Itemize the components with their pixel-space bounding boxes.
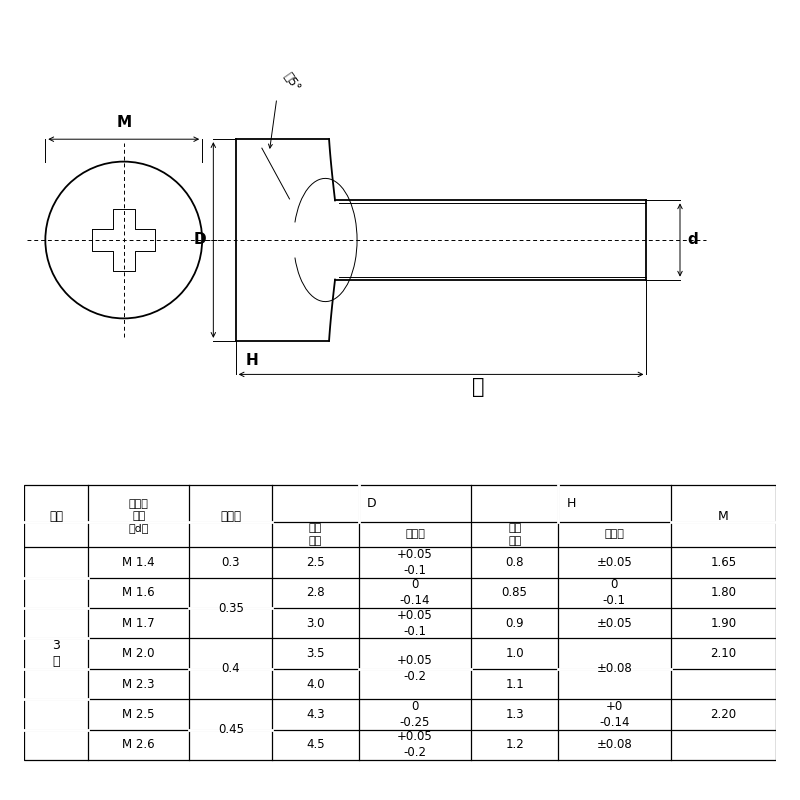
Text: 3.0: 3.0	[306, 617, 325, 630]
Text: D: D	[194, 233, 206, 247]
Text: M 2.3: M 2.3	[122, 678, 155, 690]
Text: 0
-0.14: 0 -0.14	[400, 578, 430, 607]
Text: 0.85: 0.85	[502, 586, 528, 599]
Text: M 1.7: M 1.7	[122, 617, 155, 630]
Text: M: M	[718, 510, 729, 522]
Text: 許容差: 許容差	[405, 530, 425, 539]
Text: d: d	[687, 233, 698, 247]
Text: ±0.05: ±0.05	[597, 617, 632, 630]
Text: 許容差: 許容差	[604, 530, 624, 539]
Text: 1.90: 1.90	[710, 617, 737, 630]
Text: +0
-0.14: +0 -0.14	[599, 700, 630, 729]
Text: D: D	[367, 497, 377, 510]
Text: 絉5°: 絉5°	[281, 70, 302, 94]
Text: 4.3: 4.3	[306, 708, 325, 721]
Text: +0.05
-0.2: +0.05 -0.2	[397, 654, 433, 683]
Text: ±0.08: ±0.08	[597, 662, 632, 675]
Text: H: H	[566, 497, 576, 510]
Text: 2.8: 2.8	[306, 586, 325, 599]
Text: M 2.5: M 2.5	[122, 708, 155, 721]
Text: M 2.6: M 2.6	[122, 738, 155, 751]
Text: M 2.0: M 2.0	[122, 647, 155, 660]
Text: 2.10: 2.10	[710, 647, 737, 660]
Text: 0.35: 0.35	[218, 602, 244, 614]
Text: ねじの
呼び
（d）: ねじの 呼び （d）	[129, 498, 149, 534]
Text: 1.3: 1.3	[506, 708, 524, 721]
Text: 1.80: 1.80	[710, 586, 736, 599]
Text: 2.20: 2.20	[710, 708, 737, 721]
Text: 1.0: 1.0	[506, 647, 524, 660]
Text: ±0.08: ±0.08	[597, 738, 632, 751]
Text: 0.8: 0.8	[506, 556, 524, 569]
Text: 1.1: 1.1	[506, 678, 524, 690]
Text: 0
-0.1: 0 -0.1	[603, 578, 626, 607]
Text: 0.45: 0.45	[218, 723, 244, 736]
Text: M 1.4: M 1.4	[122, 556, 155, 569]
Text: +0.05
-0.2: +0.05 -0.2	[397, 730, 433, 759]
Text: 0.4: 0.4	[222, 662, 240, 675]
Bar	[24, 485, 776, 760]
Text: 1.65: 1.65	[710, 556, 737, 569]
Text: M: M	[116, 115, 131, 130]
Text: 0
-0.25: 0 -0.25	[400, 700, 430, 729]
Text: 4.0: 4.0	[306, 678, 325, 690]
Text: 基準
寸法: 基準 寸法	[309, 523, 322, 546]
Text: 1.2: 1.2	[506, 738, 524, 751]
Text: 0.9: 0.9	[506, 617, 524, 630]
Text: 0.3: 0.3	[222, 556, 240, 569]
Text: ±0.05: ±0.05	[597, 556, 632, 569]
Text: 2.5: 2.5	[306, 556, 325, 569]
Text: M 1.6: M 1.6	[122, 586, 155, 599]
Text: ℓ: ℓ	[472, 378, 485, 397]
Text: 3.5: 3.5	[306, 647, 325, 660]
Text: ピッチ: ピッチ	[220, 510, 242, 522]
Text: 種類: 種類	[49, 510, 63, 522]
Text: 基準
寸法: 基準 寸法	[508, 523, 522, 546]
Text: 3
種: 3 種	[52, 639, 60, 668]
Text: +0.05
-0.1: +0.05 -0.1	[397, 609, 433, 638]
Text: +0.05
-0.1: +0.05 -0.1	[397, 548, 433, 577]
Text: 4.5: 4.5	[306, 738, 325, 751]
Text: H: H	[246, 354, 258, 369]
